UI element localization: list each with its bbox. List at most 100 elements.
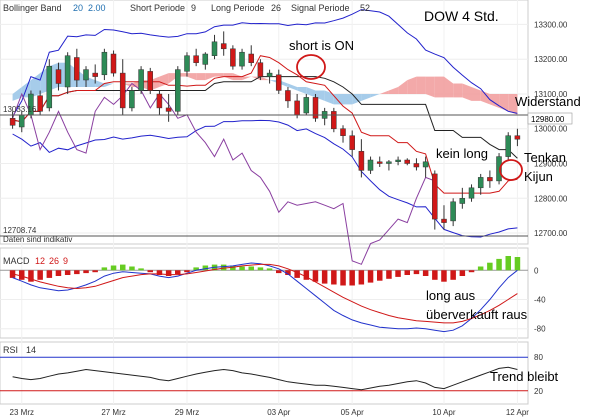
candle-body bbox=[110, 53, 117, 74]
annotation-kein-long: kein long bbox=[436, 146, 488, 161]
candle-body bbox=[459, 198, 466, 204]
macd-histogram-bar bbox=[83, 270, 89, 274]
candle-body bbox=[514, 135, 521, 140]
candle-body bbox=[349, 135, 355, 150]
last-price-box bbox=[527, 112, 573, 125]
candle-body bbox=[312, 97, 319, 119]
kijun-line bbox=[12, 76, 518, 159]
cloud-segment bbox=[471, 87, 481, 101]
short-value: 9 bbox=[191, 3, 196, 13]
cloud-segment bbox=[333, 94, 343, 105]
candle-body bbox=[386, 161, 392, 164]
candle-body bbox=[165, 107, 172, 112]
signal-label: Signal Periode bbox=[291, 3, 350, 13]
macd-signal-line bbox=[12, 263, 518, 324]
candle-body bbox=[303, 97, 310, 114]
candle-body bbox=[18, 114, 25, 128]
cloud-segment bbox=[407, 76, 417, 94]
candle-body bbox=[496, 156, 502, 182]
cloud-segment bbox=[379, 90, 389, 94]
candle-body bbox=[138, 69, 144, 91]
cloud-segment bbox=[242, 76, 252, 81]
ichimoku-cloud bbox=[12, 62, 518, 115]
cloud-segment bbox=[260, 76, 270, 81]
rsi-title: RSI bbox=[3, 345, 18, 355]
cloud-segment bbox=[444, 76, 454, 98]
last-price-label: 12980.00 bbox=[531, 115, 565, 124]
annotation-kijun: Kijun bbox=[524, 169, 553, 184]
macd-histogram-bar bbox=[19, 270, 25, 280]
candle-body bbox=[193, 55, 199, 63]
cloud-segment bbox=[306, 87, 316, 98]
candle-body bbox=[432, 173, 438, 220]
annotation-ueberverkauft: überverkauft raus bbox=[426, 307, 528, 322]
macd-histogram-bar bbox=[138, 268, 144, 271]
cloud-segment bbox=[508, 94, 518, 115]
candle-body bbox=[395, 159, 401, 162]
bollinger-upper-line bbox=[12, 9, 518, 117]
annotation-trend-bleibt: Trend bleibt bbox=[490, 369, 559, 384]
macd-histogram-bar bbox=[349, 270, 355, 286]
price-tick-label: 13100.00 bbox=[534, 90, 568, 99]
signal-value: 52 bbox=[360, 3, 370, 13]
macd-histogram-bar bbox=[303, 270, 310, 280]
cloud-segment bbox=[287, 83, 298, 91]
macd-histogram-bar bbox=[358, 270, 365, 285]
macd-histogram-bar bbox=[156, 270, 163, 275]
macd-tick-label: 0 bbox=[534, 266, 539, 275]
macd-histogram-bar bbox=[441, 270, 447, 282]
candle-body bbox=[239, 51, 245, 67]
cloud-segment bbox=[434, 76, 444, 98]
macd-panel-frame bbox=[0, 247, 529, 339]
candle-body bbox=[266, 72, 273, 77]
macd-histogram-bar bbox=[505, 256, 511, 271]
macd-histogram-bar bbox=[28, 270, 34, 282]
price-tick-label: 13000.00 bbox=[534, 125, 568, 134]
macd-histogram-bar bbox=[129, 266, 135, 271]
bollinger-p2: 2.00 bbox=[88, 3, 106, 13]
candle-body bbox=[74, 57, 80, 81]
candle-body bbox=[358, 151, 365, 171]
candle-body bbox=[156, 93, 163, 109]
macd-tick-label: -80 bbox=[534, 325, 546, 334]
candle-body bbox=[202, 53, 209, 65]
candle-body bbox=[220, 43, 227, 50]
macd-histogram-bar bbox=[331, 270, 337, 285]
macd-histogram-bar bbox=[9, 270, 16, 278]
candle-body bbox=[101, 51, 108, 76]
annotation-circle-short bbox=[296, 54, 326, 80]
macd-param-slow: 26 bbox=[49, 256, 59, 266]
macd-histogram-bar bbox=[202, 265, 209, 271]
candle-body bbox=[55, 69, 62, 84]
macd-histogram-bar bbox=[239, 266, 245, 271]
cloud-segment bbox=[398, 80, 408, 94]
candle-body bbox=[184, 55, 190, 72]
macd-histogram-bar bbox=[64, 270, 71, 275]
macd-tick-label: -40 bbox=[534, 295, 546, 304]
cloud-segment bbox=[196, 73, 206, 81]
cloud-segment bbox=[462, 83, 472, 101]
candle-body bbox=[257, 62, 264, 77]
cloud-segment bbox=[324, 90, 334, 105]
candle-body bbox=[211, 41, 218, 56]
short-label: Short Periode bbox=[130, 3, 185, 13]
cloud-segment bbox=[187, 73, 197, 81]
macd-histogram-bar bbox=[477, 266, 484, 271]
candle-body bbox=[331, 111, 337, 130]
candle-body bbox=[9, 118, 16, 126]
macd-histogram-bar bbox=[46, 270, 53, 278]
macd-histogram-bar bbox=[257, 267, 264, 271]
candle-body bbox=[477, 177, 484, 189]
candle-body bbox=[147, 71, 153, 91]
candle-body bbox=[404, 159, 410, 164]
chikou-line bbox=[12, 82, 435, 265]
macd-histogram-bar bbox=[101, 267, 108, 271]
candle-body bbox=[83, 69, 89, 81]
macd-histogram-bar bbox=[450, 270, 456, 280]
macd-histogram-bar bbox=[248, 266, 254, 271]
macd-histogram-bar bbox=[175, 270, 181, 275]
macd-panel bbox=[9, 256, 521, 333]
macd-histogram-bar bbox=[321, 270, 328, 284]
candle-body bbox=[92, 72, 98, 77]
macd-histogram-bar bbox=[74, 270, 80, 275]
